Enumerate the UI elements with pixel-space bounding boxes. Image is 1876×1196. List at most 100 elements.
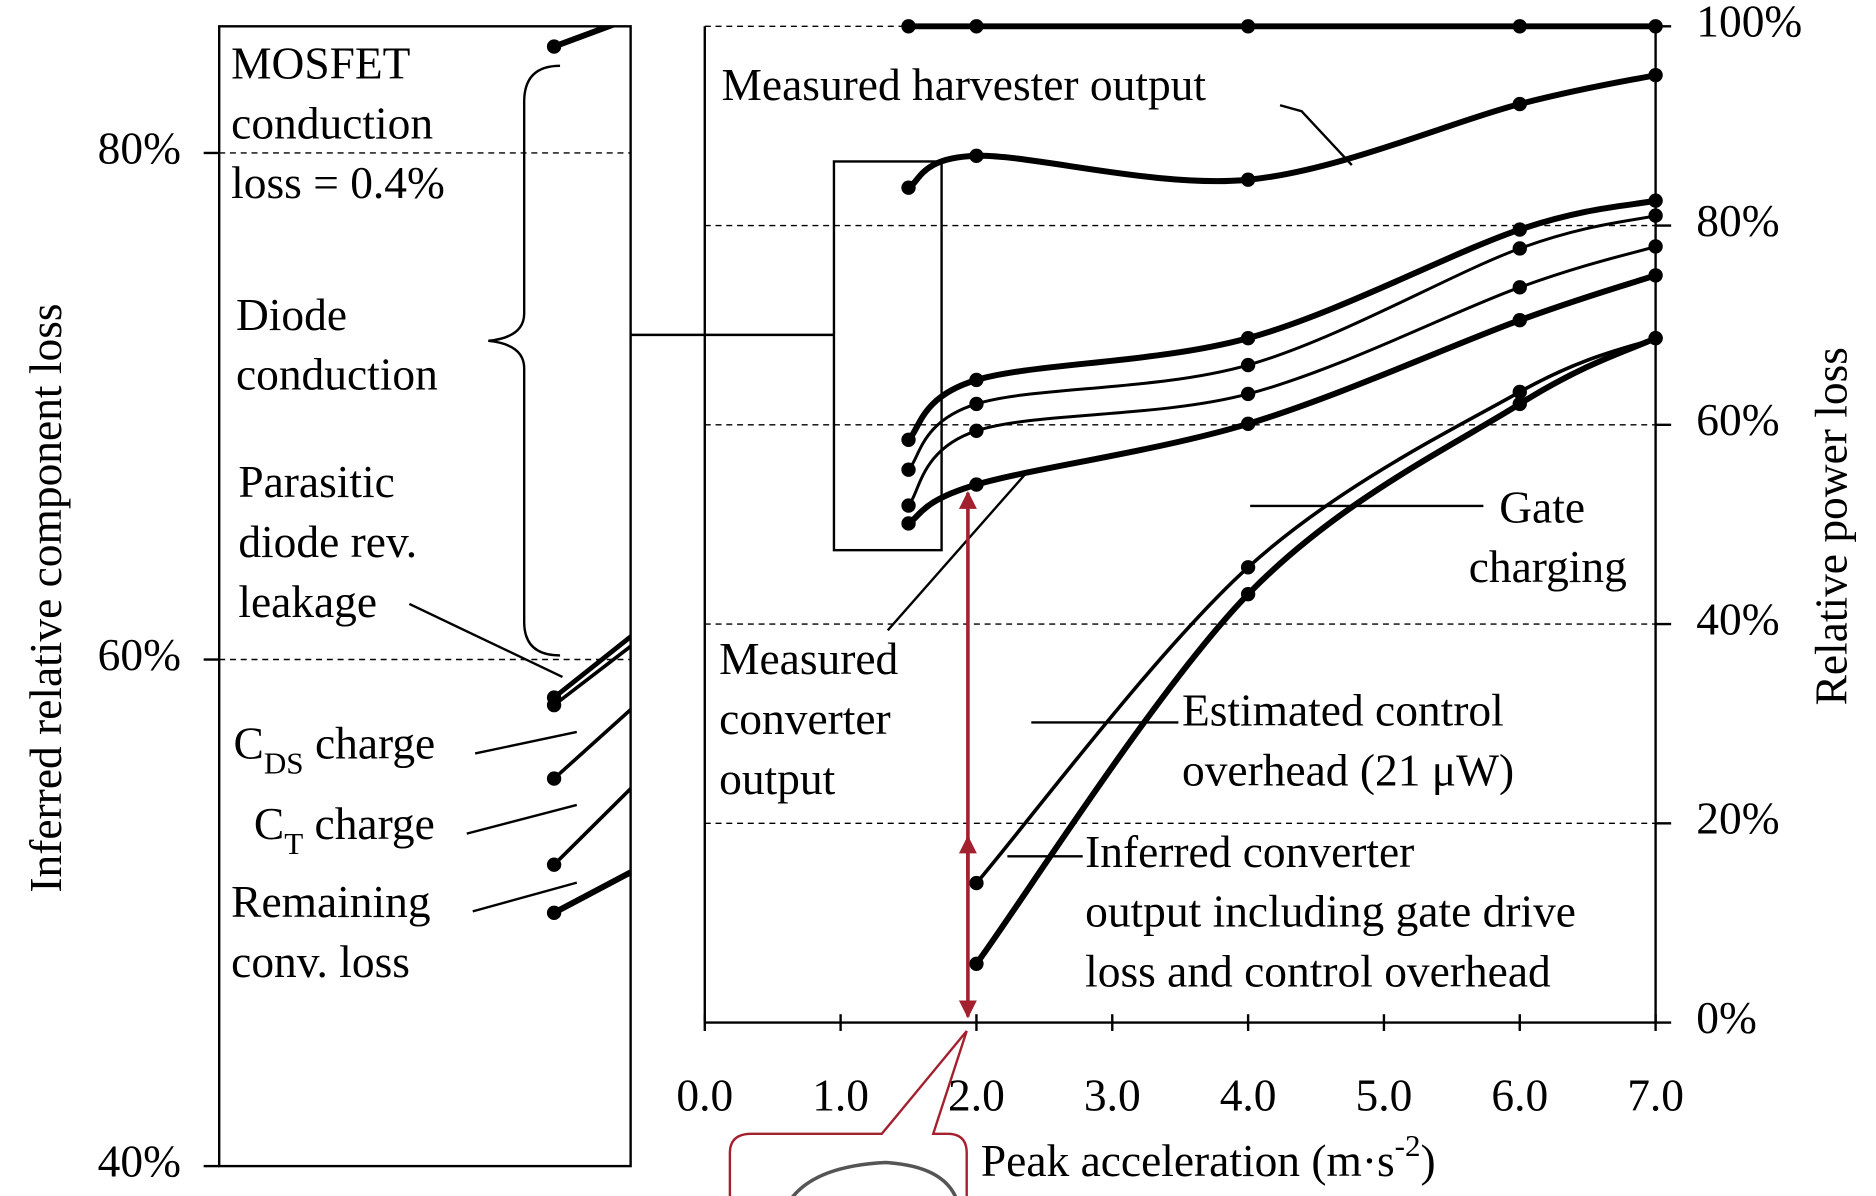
data-point xyxy=(1512,19,1527,34)
series-line xyxy=(552,644,631,707)
text-part: -2 xyxy=(1395,1128,1421,1163)
x-tick-label: 5.0 xyxy=(1356,1071,1413,1121)
data-point xyxy=(1512,280,1527,295)
x-tick-label: 2.0 xyxy=(948,1071,1005,1121)
annotation: Measured xyxy=(719,634,898,684)
data-point xyxy=(969,423,984,438)
data-point xyxy=(1512,241,1527,256)
series-line xyxy=(552,633,631,700)
x-tick-label: 0.0 xyxy=(676,1071,733,1121)
annotation: Remaining xyxy=(231,877,430,927)
leader xyxy=(408,602,563,679)
annotation: Diode xyxy=(236,290,347,340)
data-point xyxy=(901,516,916,531)
data-point xyxy=(901,432,916,447)
annotation: CT charge xyxy=(254,799,435,860)
series-line xyxy=(552,786,631,866)
data-point xyxy=(546,39,562,54)
data-point xyxy=(1240,560,1256,575)
y-axis-label: Relative power loss xyxy=(1807,347,1857,705)
data-point xyxy=(1512,396,1527,412)
text-part: charge xyxy=(304,719,436,769)
series-line xyxy=(974,335,1657,966)
data-point xyxy=(1240,172,1256,187)
annotation: conduction xyxy=(236,350,438,400)
data-point xyxy=(1648,208,1663,223)
leader xyxy=(474,730,578,755)
annotation: overhead (21 μW) xyxy=(1182,745,1514,795)
data-point xyxy=(969,396,984,412)
annotation: leakage xyxy=(238,577,377,627)
y-tick-label: 80% xyxy=(98,123,181,173)
y-tick-label: 60% xyxy=(98,630,181,680)
y-axis-label: Inferred relative component loss xyxy=(21,303,71,892)
data-point xyxy=(1240,330,1256,346)
y-tick-label: 20% xyxy=(1696,794,1779,844)
y-tick-label: 40% xyxy=(98,1137,181,1187)
annotation: Estimated control xyxy=(1182,686,1504,736)
y-tick-label: 60% xyxy=(1696,395,1779,445)
text-part: charge xyxy=(303,799,435,849)
plot-area xyxy=(546,26,631,920)
data-point xyxy=(1240,386,1256,402)
text-part: ) xyxy=(1421,1137,1436,1187)
data-point xyxy=(901,498,916,513)
data-point xyxy=(1648,268,1663,283)
annotation: MOSFET xyxy=(231,39,410,89)
overlay xyxy=(728,490,977,1196)
data-point xyxy=(546,857,562,872)
leader xyxy=(466,803,578,835)
text-part: Peak acceleration (m·s xyxy=(981,1137,1395,1187)
plot-layer: 0% 20% 40% 60% 80% 100% 0.0 1.0 2.0 3.0 4.0 5.0 6.0 7… xyxy=(21,0,1857,1187)
data-point xyxy=(546,771,562,786)
data-point xyxy=(1512,96,1527,112)
annotation: Gate xyxy=(1499,482,1585,532)
series-line xyxy=(553,26,618,50)
data-point xyxy=(969,372,984,388)
annotation: converter xyxy=(719,694,891,744)
data-point xyxy=(1648,67,1663,83)
series-line xyxy=(552,868,631,916)
x-tick-label: 4.0 xyxy=(1220,1071,1277,1121)
data-point xyxy=(969,875,984,891)
data-point xyxy=(901,462,916,477)
data-point xyxy=(1240,19,1256,34)
data-point xyxy=(1512,222,1527,237)
data-point xyxy=(546,905,562,920)
data-point xyxy=(901,19,916,34)
x-tick-label: 7.0 xyxy=(1627,1071,1684,1121)
data-point xyxy=(1240,416,1256,431)
series-line xyxy=(975,336,1657,885)
data-point xyxy=(1512,313,1527,328)
annotation: diode rev. xyxy=(238,517,417,567)
data-point xyxy=(901,180,916,195)
data-point xyxy=(969,956,984,971)
annotation: loss = 0.4% xyxy=(231,158,445,208)
y-tick-label: 80% xyxy=(1696,196,1779,246)
annotation: charging xyxy=(1469,542,1627,592)
chart-0: 0% 20% 40% 60% 80% 100% 0.0 1.0 2.0 3.0 4.0 5.0 6.0 7… xyxy=(676,0,1856,1187)
annotation: Measured harvester output xyxy=(722,60,1207,110)
annotation: loss and control overhead xyxy=(1085,946,1551,996)
leader xyxy=(1279,104,1353,166)
annotation: conv. loss xyxy=(231,937,410,987)
data-point xyxy=(969,19,984,34)
x-tick-label: 1.0 xyxy=(812,1071,869,1121)
data-point xyxy=(1648,193,1663,208)
brace xyxy=(488,64,561,657)
y-tick-label: 40% xyxy=(1696,594,1779,644)
annotation: Inferred converter xyxy=(1085,827,1414,877)
text-part: T xyxy=(284,825,303,860)
text-part: DS xyxy=(264,745,304,780)
chart-1: 40% 60% 80% MOSFET conduction loss = 0.4% Diod… xyxy=(21,26,631,1187)
annotation: Parasitic xyxy=(238,457,394,507)
text-part: C xyxy=(234,719,264,769)
annotation: output including gate drive xyxy=(1085,887,1576,937)
leader xyxy=(472,881,578,913)
annotation: output xyxy=(719,754,835,804)
data-point xyxy=(1648,19,1663,34)
data-point xyxy=(1648,330,1663,346)
y-tick-label: 0% xyxy=(1696,993,1757,1043)
